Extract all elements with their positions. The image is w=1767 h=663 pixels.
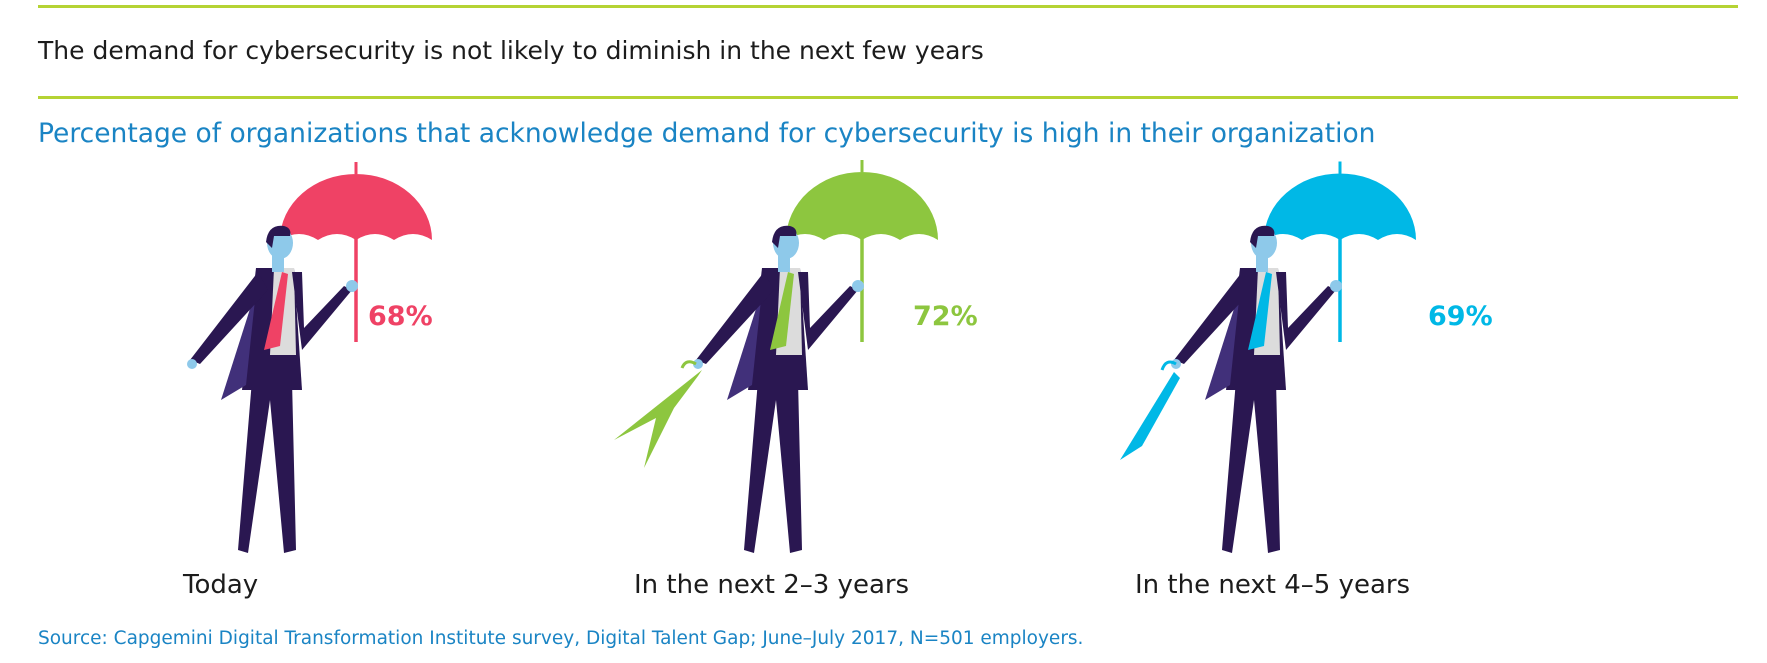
umbrella-canopy (1264, 173, 1416, 240)
left-hand (187, 359, 197, 369)
figure-group: 69% In the next 4–5 years (1120, 161, 1493, 600)
legs (238, 380, 296, 553)
page-heading: The demand for cybersecurity is not like… (38, 36, 984, 65)
umbrella-canopy (280, 174, 432, 240)
legs (1222, 380, 1280, 553)
figure-group: 72% In the next 2–3 years (614, 160, 978, 600)
left-hand (693, 359, 703, 369)
legs (744, 380, 802, 553)
left-arm (696, 272, 774, 364)
figure-group: 68% Today (182, 162, 433, 600)
umbrella-chart: 68% Today 72% In the next 2–3 years 69% In th… (182, 160, 1493, 600)
value-label: 72% (913, 301, 978, 332)
right-hand (1330, 280, 1342, 292)
coat-tail (221, 290, 256, 400)
top-divider (38, 5, 1738, 8)
value-label: 68% (368, 301, 433, 332)
category-label: In the next 2–3 years (634, 570, 909, 600)
coat-tail (727, 290, 762, 400)
left-arm (1174, 272, 1252, 364)
umbrella-handle (680, 360, 697, 369)
folded-umbrella (614, 370, 702, 468)
right-arm (292, 272, 352, 350)
tie (264, 272, 288, 350)
right-arm (1276, 272, 1336, 350)
chart-title: Percentage of organizations that acknowl… (38, 118, 1376, 149)
right-hand (852, 280, 864, 292)
right-hand (346, 280, 358, 292)
hair (266, 225, 291, 248)
heading-divider (38, 96, 1738, 99)
umbrella-canopy (786, 172, 938, 240)
category-label: Today (182, 570, 258, 600)
closed-umbrella (1120, 372, 1180, 460)
hair (772, 225, 797, 248)
left-arm (190, 272, 268, 364)
right-arm (798, 272, 858, 350)
source-note: Source: Capgemini Digital Transformation… (38, 628, 1084, 649)
tie (1248, 272, 1272, 350)
hair (1250, 225, 1275, 248)
category-label: In the next 4–5 years (1135, 570, 1410, 600)
value-label: 69% (1428, 301, 1493, 332)
tie (770, 272, 794, 350)
umbrella-handle (1160, 360, 1177, 371)
coat-tail (1205, 290, 1240, 400)
